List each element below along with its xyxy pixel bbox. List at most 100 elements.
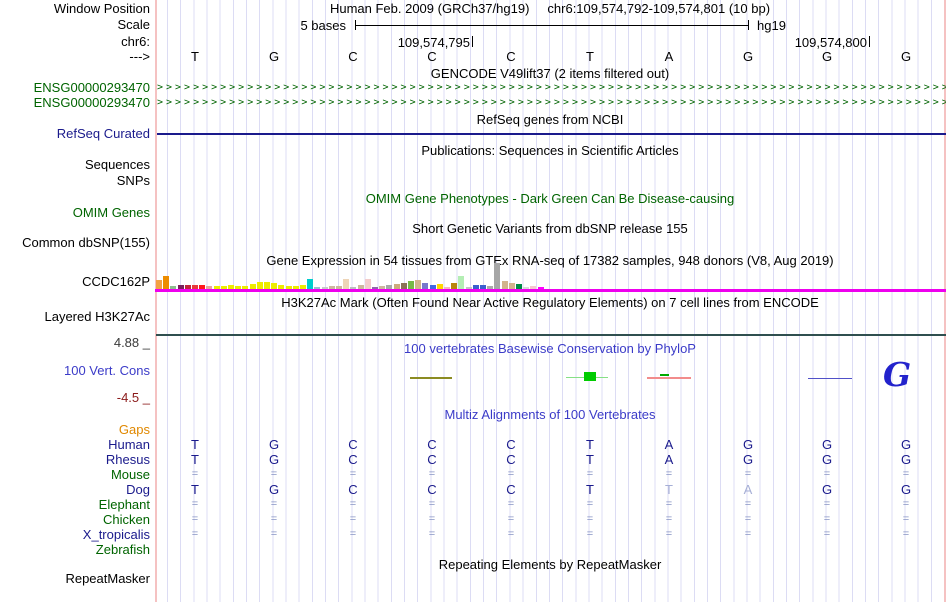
multiz-cell[interactable]: =	[349, 498, 357, 510]
gtex-tissue-bar[interactable]	[213, 286, 220, 289]
gtex-tissue-bar[interactable]	[458, 276, 465, 289]
gencode-gene-label[interactable]: ENSG00000293470	[33, 80, 150, 95]
multiz-cell[interactable]: G	[900, 482, 912, 497]
gtex-tissue-bar[interactable]	[343, 279, 350, 289]
multiz-cell[interactable]: =	[507, 468, 515, 480]
gencode-gene-label[interactable]: ENSG00000293470	[33, 95, 150, 110]
gtex-tissue-bar[interactable]	[494, 263, 501, 289]
multiz-species-label[interactable]: Mouse	[110, 467, 150, 482]
multiz-cell[interactable]: =	[665, 513, 673, 525]
multiz-cell[interactable]: =	[428, 528, 436, 540]
multiz-cell[interactable]: C	[427, 482, 437, 497]
multiz-cell[interactable]: =	[902, 498, 910, 510]
multiz-cell[interactable]: =	[507, 513, 515, 525]
gtex-tissue-bar[interactable]	[271, 283, 278, 289]
multiz-cell[interactable]: =	[586, 498, 594, 510]
gene-strand-arrows[interactable]: >>>>>>>>>>>>>>>>>>>>>>>>>>>>>>>>>>>>>>>>…	[157, 97, 946, 108]
multiz-cell[interactable]: =	[902, 468, 910, 480]
refseq-track-title[interactable]: RefSeq genes from NCBI	[476, 112, 624, 127]
multiz-cell[interactable]: G	[268, 482, 280, 497]
multiz-cell[interactable]: T	[191, 437, 199, 452]
gtex-tissue-bar[interactable]	[465, 287, 472, 289]
omim-track-title[interactable]: OMIM Gene Phenotypes - Dark Green Can Be…	[365, 191, 735, 206]
multiz-cell[interactable]: =	[586, 528, 594, 540]
multiz-cell[interactable]: =	[191, 513, 199, 525]
base-letter[interactable]: G	[268, 49, 280, 64]
gtex-tissue-bar[interactable]	[523, 287, 530, 289]
multiz-track-title[interactable]: Multiz Alignments of 100 Vertebrates	[444, 407, 656, 422]
gtex-expression-barchart[interactable]	[155, 259, 946, 289]
omim-track-label[interactable]: OMIM Genes	[72, 205, 150, 220]
base-letter[interactable]: G	[900, 49, 912, 64]
multiz-cell[interactable]: G	[900, 452, 912, 467]
gtex-tissue-bar[interactable]	[400, 283, 407, 289]
multiz-cell[interactable]: C	[348, 452, 358, 467]
multiz-species-label[interactable]: Zebrafish	[95, 542, 150, 557]
multiz-cell[interactable]: =	[349, 528, 357, 540]
dbsnp-track-title[interactable]: Short Genetic Variants from dbSNP releas…	[412, 221, 688, 236]
gtex-tissue-bar[interactable]	[184, 285, 191, 289]
multiz-cell[interactable]: G	[268, 452, 280, 467]
gtex-tissue-bar[interactable]	[372, 287, 378, 289]
gtex-tissue-bar[interactable]	[228, 285, 234, 289]
multiz-species-label[interactable]: Rhesus	[105, 452, 150, 467]
gtex-tissue-bar[interactable]	[379, 286, 386, 289]
multiz-cell[interactable]: A	[664, 437, 674, 452]
gtex-tissue-bar[interactable]	[386, 285, 393, 289]
base-letter[interactable]: T	[586, 49, 594, 64]
multiz-species-label[interactable]: Chicken	[103, 512, 150, 527]
multiz-species-label[interactable]: Human	[108, 437, 150, 452]
multiz-cell[interactable]: =	[586, 513, 594, 525]
gtex-tissue-bar[interactable]	[487, 286, 494, 289]
gtex-tissue-bar[interactable]	[436, 284, 443, 289]
gtex-tissue-bar[interactable]	[364, 279, 371, 289]
multiz-cell[interactable]: =	[586, 468, 594, 480]
gtex-tissue-bar[interactable]	[328, 286, 335, 289]
gtex-tissue-bar[interactable]	[336, 286, 342, 289]
gtex-tissue-bar[interactable]	[508, 283, 515, 289]
multiz-species-label[interactable]: X_tropicalis	[82, 527, 150, 542]
gtex-tissue-bar[interactable]	[444, 287, 450, 289]
multiz-cell[interactable]: =	[270, 468, 278, 480]
gtex-tissue-bar[interactable]	[530, 286, 537, 289]
gtex-tissue-bar[interactable]	[220, 286, 227, 289]
h3k27ac-track-title[interactable]: H3K27Ac Mark (Often Found Near Active Re…	[281, 295, 819, 310]
multiz-species-label[interactable]: Gaps	[118, 422, 150, 437]
gtex-tissue-bar[interactable]	[408, 281, 414, 289]
gtex-tissue-bar[interactable]	[300, 285, 306, 289]
gtex-tissue-bar[interactable]	[393, 284, 400, 289]
base-letter[interactable]: G	[821, 49, 833, 64]
gtex-tissue-bar[interactable]	[321, 287, 328, 289]
multiz-cell[interactable]: =	[270, 498, 278, 510]
cons-track-title[interactable]: 100 vertebrates Basewise Conservation by…	[404, 341, 696, 356]
gtex-tissue-bar[interactable]	[480, 285, 486, 289]
gtex-tissue-bar[interactable]	[314, 287, 321, 289]
gtex-tissue-bar[interactable]	[350, 287, 357, 289]
gtex-tissue-bar[interactable]	[415, 280, 422, 289]
multiz-cell[interactable]: C	[348, 482, 358, 497]
multiz-cell[interactable]: =	[823, 468, 831, 480]
multiz-cell[interactable]: G	[821, 437, 833, 452]
multiz-cell[interactable]: =	[823, 513, 831, 525]
gtex-tissue-bar[interactable]	[256, 282, 263, 289]
multiz-cell[interactable]: =	[428, 513, 436, 525]
multiz-cell[interactable]: G	[742, 437, 754, 452]
multiz-cell[interactable]: T	[665, 482, 673, 497]
multiz-cell[interactable]: =	[191, 498, 199, 510]
gtex-gene-label[interactable]: CCDC162P	[82, 274, 150, 289]
multiz-species-label[interactable]: Elephant	[98, 497, 150, 512]
gtex-tissue-bar[interactable]	[156, 280, 162, 289]
multiz-cell[interactable]: G	[742, 452, 754, 467]
multiz-cell[interactable]: =	[270, 513, 278, 525]
multiz-cell[interactable]: =	[744, 498, 752, 510]
gtex-tissue-bar[interactable]	[307, 279, 314, 289]
multiz-cell[interactable]: C	[506, 452, 516, 467]
base-letter[interactable]: G	[742, 49, 754, 64]
multiz-cell[interactable]: =	[665, 468, 673, 480]
gtex-tissue-bar[interactable]	[249, 284, 256, 289]
gtex-tissue-bar[interactable]	[264, 282, 270, 289]
multiz-cell[interactable]: A	[664, 452, 674, 467]
sequences-track-label[interactable]: Sequences	[84, 157, 150, 172]
gtex-tissue-bar[interactable]	[235, 286, 242, 289]
gtex-tissue-bar[interactable]	[206, 286, 213, 289]
